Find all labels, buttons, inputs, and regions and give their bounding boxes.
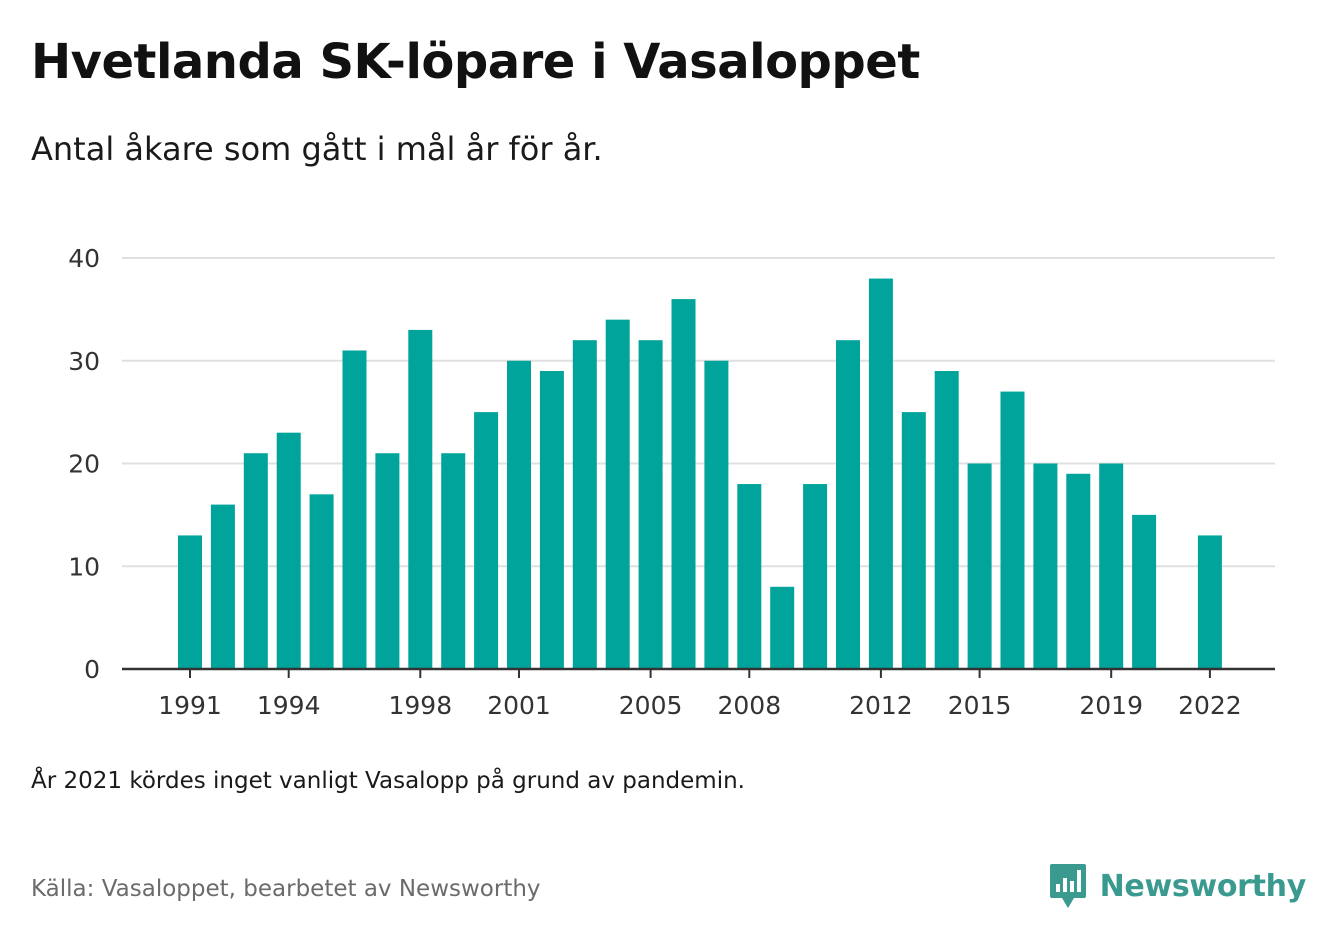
bar-2015 — [967, 463, 992, 669]
bar-1992 — [210, 504, 235, 669]
x-tick-label: 2019 — [1079, 691, 1143, 720]
bar-1991 — [178, 535, 202, 669]
bar-2022 — [1197, 535, 1222, 669]
bar-1995 — [309, 494, 334, 669]
y-axis-ticks: 0 10 20 30 40 — [68, 244, 100, 684]
y-tick-label: 20 — [68, 450, 100, 479]
y-tick-label: 40 — [68, 244, 100, 273]
y-tick-label: 30 — [68, 347, 100, 376]
bar-1994 — [276, 432, 301, 669]
bar-2003 — [572, 340, 597, 669]
bar-1998 — [408, 329, 433, 669]
bars — [178, 278, 1222, 669]
bar-2014 — [934, 371, 959, 669]
bar-2013 — [901, 412, 926, 669]
x-tick-label: 2001 — [487, 691, 551, 720]
y-tick-label: 10 — [68, 552, 100, 581]
bar-2006 — [671, 299, 696, 669]
bar-2011 — [836, 340, 860, 669]
bar-1993 — [243, 453, 268, 669]
bar-2017 — [1033, 463, 1058, 669]
bar-2001 — [507, 360, 531, 669]
bar-2000 — [474, 412, 499, 669]
x-tick-label: 1991 — [158, 691, 222, 720]
brand-logo: Newsworthy — [1048, 862, 1306, 910]
x-tick-label: 2012 — [849, 691, 913, 720]
bar-2002 — [539, 371, 564, 669]
x-tick-label: 1994 — [257, 691, 321, 720]
bar-1996 — [342, 350, 367, 669]
x-tick-label: 2022 — [1178, 691, 1242, 720]
chart-note: År 2021 kördes inget vanligt Vasalopp på… — [31, 768, 745, 794]
x-tick-label: 2015 — [948, 691, 1012, 720]
newsworthy-logo-icon — [1049, 864, 1086, 908]
chart-subtitle: Antal åkare som gått i mål år för år. — [31, 130, 603, 168]
bar-2005 — [638, 340, 663, 669]
chart-title: Hvetlanda SK-löpare i Vasaloppet — [31, 34, 920, 90]
bar-2019 — [1099, 463, 1124, 669]
bar-2007 — [704, 360, 729, 669]
x-tick-label: 2005 — [619, 691, 683, 720]
bar-2008 — [737, 484, 762, 669]
bar-2020 — [1132, 514, 1157, 669]
bar-2010 — [803, 484, 828, 669]
bar-1999 — [441, 453, 466, 669]
bar-2004 — [605, 319, 630, 669]
x-axis-ticks: 1991 1994 1998 2001 2005 2008 2012 2015 2019 2022 — [158, 669, 1242, 720]
bar-2018 — [1066, 473, 1091, 669]
x-tick-label: 2008 — [717, 691, 781, 720]
bar-2012 — [868, 278, 893, 669]
bar-chart: 0 10 20 30 40 1991 1994 1998 2001 2005 2008 2012 20… — [68, 244, 1275, 720]
chart-source: Källa: Vasaloppet, bearbetet av Newswort… — [31, 876, 541, 902]
y-tick-label: 0 — [84, 655, 100, 684]
x-tick-label: 1998 — [388, 691, 452, 720]
brand-name: Newsworthy — [1099, 868, 1307, 904]
bar-2016 — [1000, 391, 1025, 669]
bar-2009 — [770, 586, 795, 669]
bar-1997 — [375, 453, 400, 669]
